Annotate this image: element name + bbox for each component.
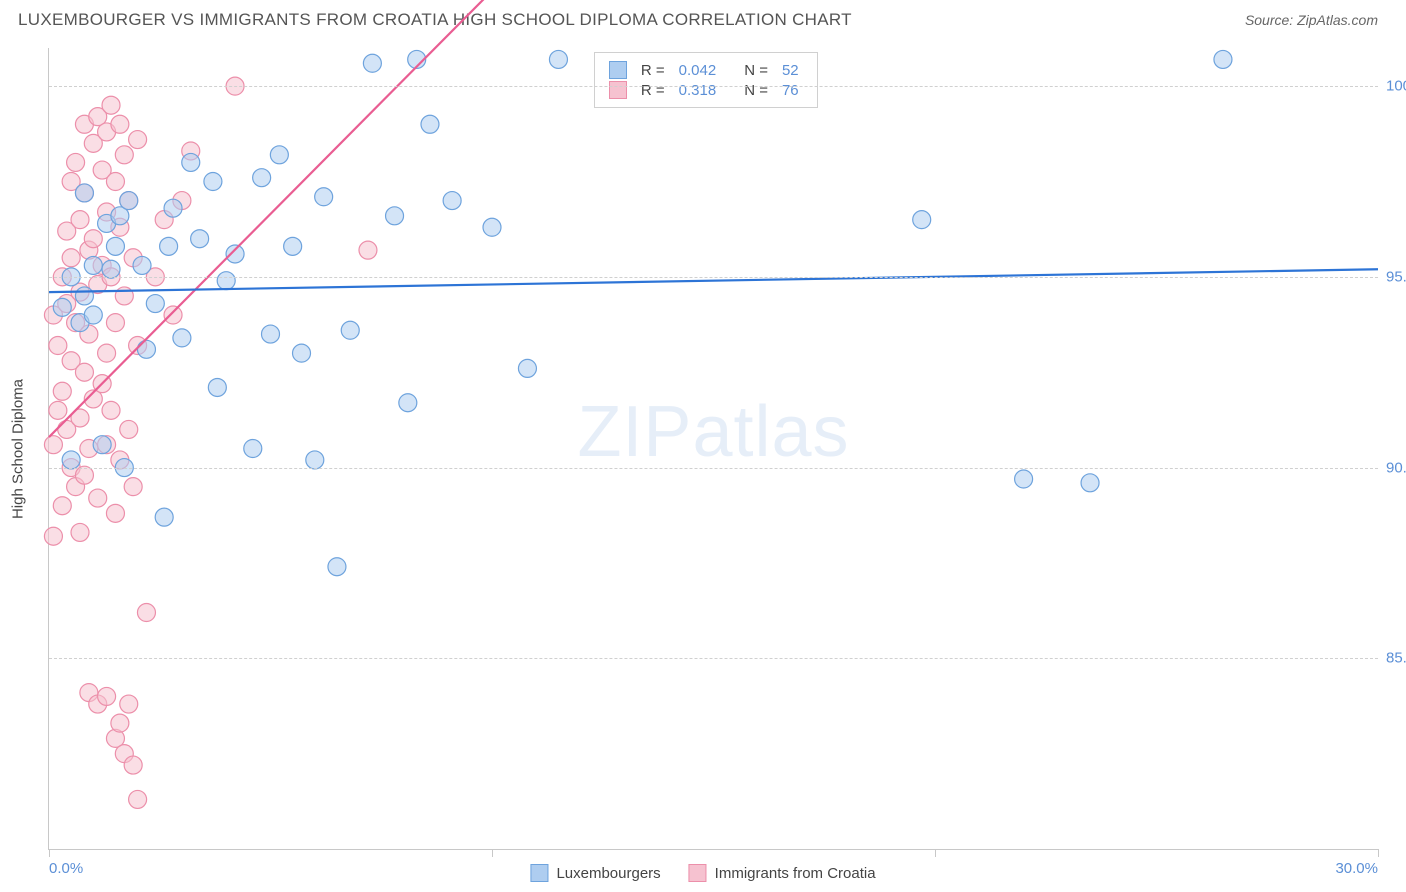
swatch-luxembourgers-icon bbox=[530, 864, 548, 882]
y-tick-label: 85.0% bbox=[1386, 650, 1406, 667]
n-label: N = bbox=[744, 82, 768, 99]
gridline bbox=[49, 86, 1378, 87]
chart-title: LUXEMBOURGER VS IMMIGRANTS FROM CROATIA … bbox=[18, 10, 852, 30]
swatch-croatia bbox=[609, 81, 627, 99]
scatter-plot bbox=[49, 48, 1378, 849]
x-tick bbox=[49, 849, 50, 857]
bottom-legend: Luxembourgers Immigrants from Croatia bbox=[530, 864, 875, 882]
n-label: N = bbox=[744, 62, 768, 79]
legend-row-1: R = 0.042 N = 52 bbox=[609, 61, 803, 79]
y-tick-label: 90.0% bbox=[1386, 459, 1406, 476]
swatch-luxembourgers bbox=[609, 61, 627, 79]
plot-area: ZIPatlas R = 0.042 N = 52 R = 0.318 N = … bbox=[48, 48, 1378, 850]
x-tick-label-last: 30.0% bbox=[1335, 860, 1378, 877]
legend-stats-box: R = 0.042 N = 52 R = 0.318 N = 76 bbox=[594, 52, 818, 108]
legend-label-2: Immigrants from Croatia bbox=[715, 865, 876, 882]
y-axis-label: High School Diploma bbox=[10, 379, 27, 519]
gridline bbox=[49, 468, 1378, 469]
gridline bbox=[49, 658, 1378, 659]
r-value-2: 0.318 bbox=[679, 82, 717, 99]
n-value-2: 76 bbox=[782, 82, 799, 99]
r-label: R = bbox=[641, 82, 665, 99]
x-tick bbox=[1378, 849, 1379, 857]
chart-container: High School Diploma ZIPatlas R = 0.042 N… bbox=[48, 48, 1378, 850]
x-tick bbox=[935, 849, 936, 857]
y-tick-label: 95.0% bbox=[1386, 268, 1406, 285]
r-value-1: 0.042 bbox=[679, 62, 717, 79]
legend-row-2: R = 0.318 N = 76 bbox=[609, 81, 803, 99]
x-tick-label-first: 0.0% bbox=[49, 860, 83, 877]
swatch-croatia-icon bbox=[689, 864, 707, 882]
r-label: R = bbox=[641, 62, 665, 79]
n-value-1: 52 bbox=[782, 62, 799, 79]
x-tick bbox=[492, 849, 493, 857]
source-attribution: Source: ZipAtlas.com bbox=[1245, 12, 1378, 28]
legend-item-luxembourgers: Luxembourgers bbox=[530, 864, 660, 882]
y-tick-label: 100.0% bbox=[1386, 78, 1406, 95]
legend-label-1: Luxembourgers bbox=[556, 865, 660, 882]
legend-item-croatia: Immigrants from Croatia bbox=[689, 864, 876, 882]
gridline bbox=[49, 277, 1378, 278]
